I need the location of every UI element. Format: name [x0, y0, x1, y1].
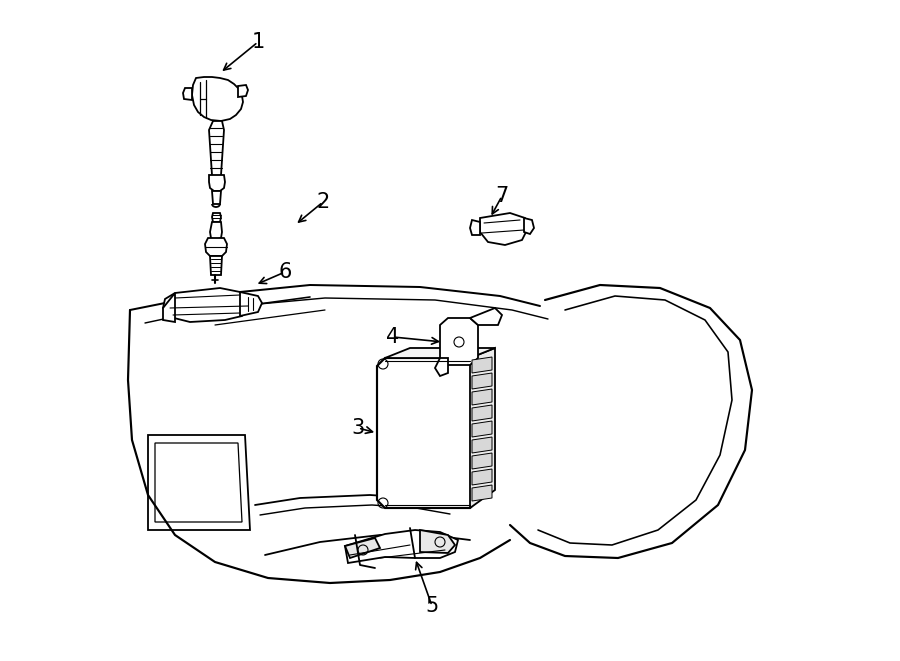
- Polygon shape: [210, 256, 222, 275]
- Polygon shape: [205, 238, 227, 256]
- Polygon shape: [183, 88, 192, 100]
- Text: 5: 5: [426, 596, 438, 616]
- Text: 4: 4: [386, 327, 400, 347]
- Polygon shape: [377, 358, 478, 508]
- Polygon shape: [209, 121, 224, 180]
- Polygon shape: [470, 308, 502, 325]
- Polygon shape: [212, 213, 221, 222]
- Polygon shape: [192, 77, 243, 121]
- Polygon shape: [472, 453, 492, 469]
- Text: 7: 7: [495, 186, 508, 206]
- Polygon shape: [472, 405, 492, 421]
- Polygon shape: [212, 191, 221, 204]
- Polygon shape: [480, 213, 528, 245]
- Polygon shape: [470, 348, 495, 508]
- Polygon shape: [238, 85, 248, 97]
- Polygon shape: [385, 348, 495, 358]
- Polygon shape: [163, 293, 175, 322]
- Polygon shape: [524, 218, 534, 234]
- Polygon shape: [210, 222, 222, 240]
- Polygon shape: [472, 421, 492, 437]
- Polygon shape: [345, 530, 458, 563]
- Polygon shape: [435, 358, 448, 376]
- Polygon shape: [472, 469, 492, 485]
- Polygon shape: [240, 292, 262, 316]
- Polygon shape: [472, 373, 492, 389]
- Polygon shape: [209, 175, 225, 191]
- Polygon shape: [472, 357, 492, 373]
- Text: 1: 1: [251, 32, 265, 52]
- Polygon shape: [470, 220, 480, 235]
- Polygon shape: [420, 530, 455, 553]
- Polygon shape: [345, 538, 380, 558]
- Text: 6: 6: [278, 262, 292, 282]
- Polygon shape: [440, 318, 478, 365]
- Polygon shape: [472, 485, 492, 501]
- Polygon shape: [472, 389, 492, 405]
- Text: 2: 2: [317, 192, 329, 212]
- Polygon shape: [163, 288, 250, 322]
- Text: 3: 3: [351, 418, 364, 438]
- Polygon shape: [472, 437, 492, 453]
